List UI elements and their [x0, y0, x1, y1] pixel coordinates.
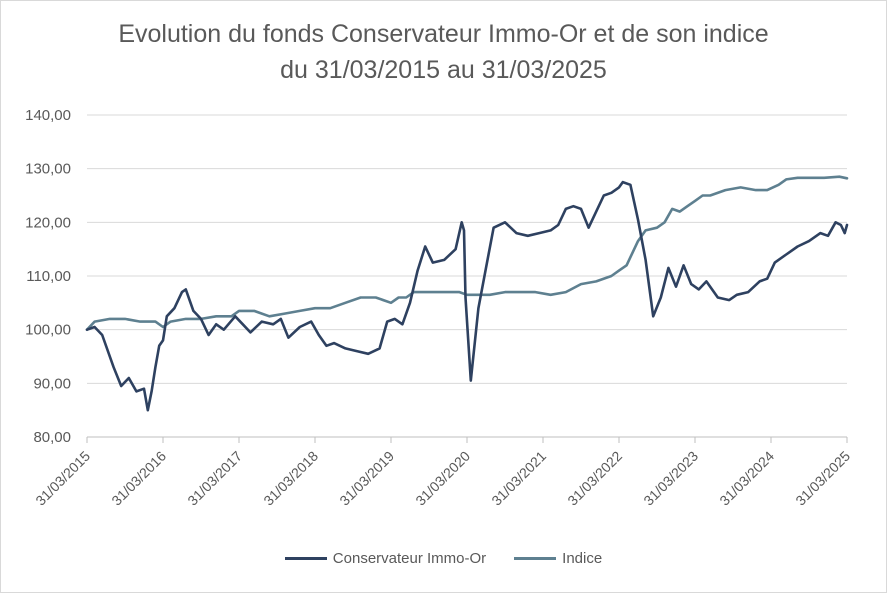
legend-label-fund: Conservateur Immo-Or	[332, 550, 487, 567]
x-tick-label: 31/03/2023	[640, 448, 701, 509]
chart-title: Evolution du fonds Conservateur Immo-Or …	[118, 20, 769, 48]
y-tick-label: 100,00	[25, 322, 71, 339]
y-tick-label: 80,00	[33, 429, 71, 446]
x-tick-label: 31/03/2019	[336, 448, 397, 509]
chart-subtitle: du 31/03/2015 au 31/03/2025	[280, 56, 607, 84]
legend-label-index: Indice	[562, 550, 603, 567]
x-tick-label: 31/03/2018	[260, 448, 321, 509]
series-line-index	[85, 175, 849, 331]
y-tick-label: 110,00	[26, 268, 71, 285]
legend-item-fund: Conservateur Immo-Or	[284, 550, 487, 567]
legend-swatch-index	[514, 557, 557, 560]
y-tick-label: 140,00	[25, 107, 71, 124]
x-tick-label: 31/03/2025	[792, 448, 853, 509]
x-tick-label: 31/03/2021	[488, 448, 549, 509]
x-tick-label: 31/03/2024	[716, 448, 777, 509]
x-tick-label: 31/03/2016	[108, 448, 169, 509]
x-tick-label: 31/03/2015	[32, 448, 93, 509]
x-tick-label: 31/03/2022	[564, 448, 625, 509]
chart-legend: Conservateur Immo-Or Indice	[0, 550, 887, 567]
x-tick-label: 31/03/2017	[184, 448, 245, 509]
series-line-fund	[85, 180, 849, 412]
y-tick-label: 120,00	[25, 214, 71, 231]
y-tick-label: 90,00	[33, 375, 71, 392]
x-tick-label: 31/03/2020	[412, 448, 473, 509]
y-tick-label: 130,00	[25, 161, 71, 178]
legend-swatch-fund	[284, 557, 327, 560]
legend-item-index: Indice	[514, 550, 602, 567]
